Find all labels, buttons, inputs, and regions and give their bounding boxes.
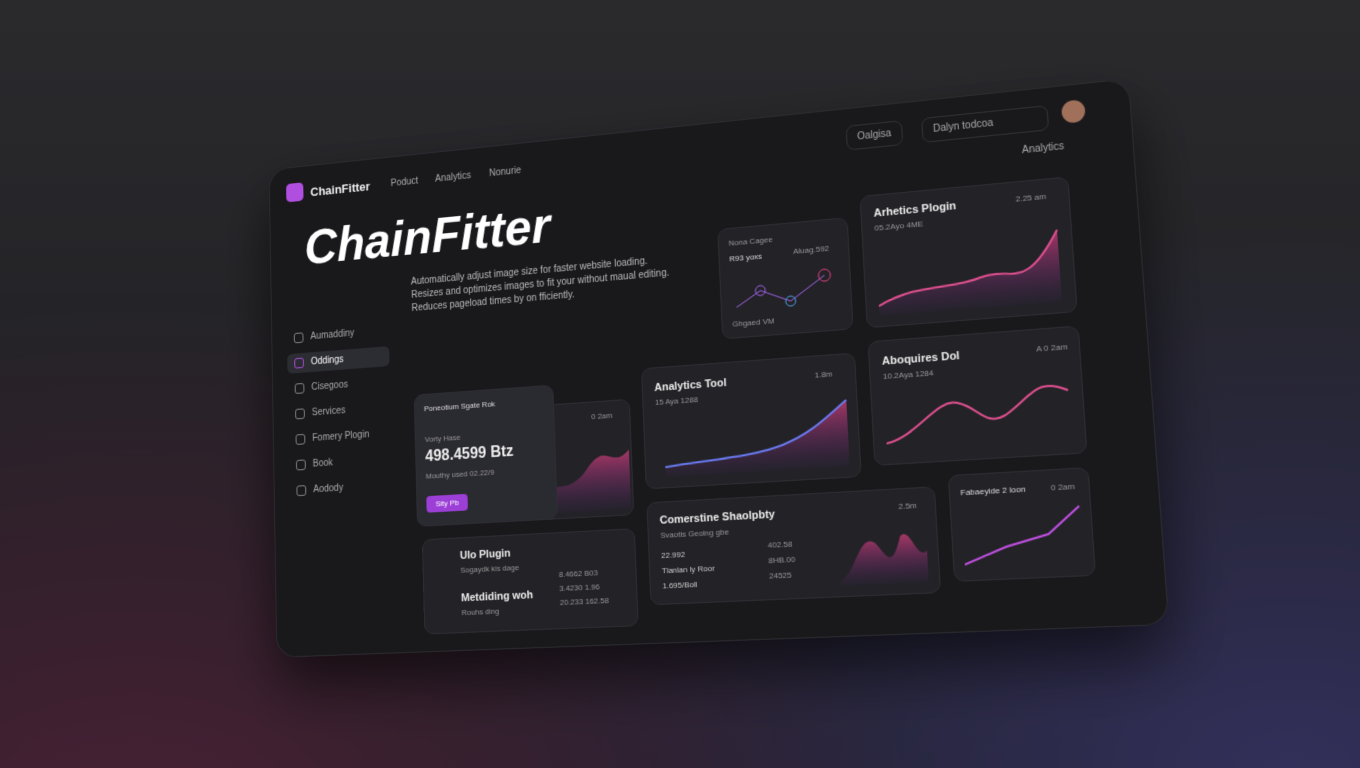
- text: Tlanlan ly Roor: [661, 563, 715, 576]
- sidebar-item[interactable]: Aumaddiny: [287, 321, 389, 349]
- nav-link[interactable]: Poduct: [390, 175, 419, 190]
- text: Fomery Plogin: [312, 429, 370, 444]
- sidebar-item[interactable]: Cisegoos: [288, 372, 391, 399]
- search[interactable]: Dalyn todcoa: [921, 105, 1050, 143]
- card-title: Nona Cagee: [728, 234, 773, 248]
- card-meta: 1.8m: [814, 369, 833, 380]
- text: Book: [312, 457, 333, 470]
- card[interactable]: Arhetics Plogin 2.25 am 05.2Ayo 4ME: [859, 176, 1078, 329]
- list: 22.992 Tlanlan ly Roor 1.695/Boll: [661, 545, 716, 593]
- card-meta: A 0 2am: [1035, 342, 1068, 354]
- card[interactable]: Poneotium Sgate Rok Vorty Hase 498.4599 …: [413, 384, 558, 527]
- card-sub: R93 yoxs: [729, 251, 763, 264]
- button[interactable]: Sity Pb: [426, 493, 469, 513]
- card-sub: Svaotis Geolng gbe: [660, 527, 730, 540]
- card-title: Arhetics Plogin: [873, 200, 957, 220]
- card-label: Vorty Hase: [424, 432, 461, 444]
- card-sub: Sogaydk kis dage: [460, 563, 520, 575]
- card-meta: 2.5m: [898, 500, 918, 512]
- card[interactable]: Comerstine Shaolpbty 2.5m Svaotis Geolng…: [646, 486, 942, 606]
- card[interactable]: Analytics Tool 1.8m 15 Aya 1288: [640, 352, 862, 490]
- text: Oddings: [310, 354, 344, 368]
- text: 20.233 162.58: [559, 595, 609, 608]
- card[interactable]: Ulo Plugin Sogaydk kis dage Metdiding wo…: [421, 528, 639, 635]
- sidebar-item[interactable]: Services: [288, 397, 391, 424]
- stats: 8.4662 B03 3.4230 1.96 20.233 162.58: [559, 566, 609, 610]
- card[interactable]: Nona Cagee Aluag.592 R93 yoxs Ghgaed VM: [717, 217, 854, 340]
- card-title: Analytics Tool: [654, 377, 727, 395]
- line-chart: [663, 395, 855, 478]
- text: Cisegoos: [311, 379, 349, 393]
- card-title: Ulo Plugin: [459, 547, 511, 562]
- card-title: Metdiding woh: [460, 589, 534, 605]
- section-label: Analytics: [1021, 141, 1065, 157]
- line-chart: [961, 500, 1088, 570]
- line-chart: [883, 369, 1077, 454]
- card-sub: Mouthy used 02.22/9: [425, 467, 495, 481]
- dashboard: ChainFitter Poduct Analytics Nonurie Oal…: [268, 78, 1170, 658]
- network-graphic: [730, 259, 842, 318]
- nav-link[interactable]: Analytics: [434, 170, 472, 185]
- text: 1.695/Boll: [662, 579, 698, 591]
- card-title: Fabaeyide 2 loon: [960, 484, 1026, 498]
- card[interactable]: Aboquires Dol A 0 2am 10.2Aya 1284: [867, 325, 1088, 466]
- card-title: Aboquires Dol: [881, 349, 960, 368]
- sidebar-item[interactable]: Oddings: [287, 346, 390, 374]
- card-footer: Ghgaed VM: [732, 316, 775, 329]
- hero-title: ChainFitter: [303, 197, 552, 276]
- card-value: 498.4599 Btz: [425, 443, 514, 466]
- area-chart: [875, 219, 1067, 317]
- text: Services: [311, 405, 346, 419]
- sidebar-item[interactable]: Aodody: [289, 475, 392, 501]
- button[interactable]: Oalgisa: [845, 120, 904, 151]
- avatar[interactable]: [1060, 99, 1086, 124]
- card-title: Poneotium Sgate Rok: [423, 399, 496, 414]
- card-title: Comerstine Shaolpbty: [659, 508, 776, 527]
- card-meta: 2.25 am: [1015, 191, 1047, 204]
- card-meta: 0 2am: [1050, 481, 1076, 493]
- card-sub: 05.2Ayo 4ME: [874, 219, 924, 233]
- text: 402.58: [767, 539, 793, 550]
- card-meta: Aluag.592: [792, 243, 830, 256]
- card[interactable]: Fabaeyide 2 loon 0 2am: [947, 467, 1097, 582]
- card-sub: Rouhs ding: [461, 606, 500, 618]
- logo: [286, 182, 304, 203]
- text: 24525: [768, 570, 792, 581]
- sidebar-item[interactable]: Book: [289, 449, 392, 476]
- card-meta: 0 2am: [591, 410, 613, 422]
- text: Aodody: [313, 482, 344, 496]
- text: 8HB.00: [768, 554, 796, 566]
- text: Aumaddiny: [310, 328, 355, 343]
- stats: 402.58 8HB.00 24525: [767, 536, 796, 584]
- brand[interactable]: ChainFitter: [310, 179, 371, 200]
- nav-link[interactable]: Nonurie: [488, 165, 522, 180]
- sidebar-item[interactable]: Fomery Plogin: [288, 423, 391, 450]
- area-chart: [838, 532, 929, 586]
